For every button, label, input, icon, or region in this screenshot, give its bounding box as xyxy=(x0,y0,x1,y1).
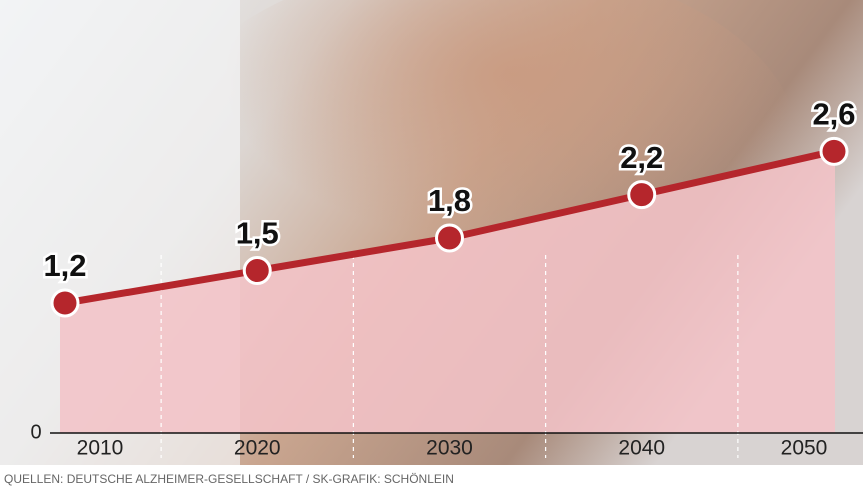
x-tick-label: 2040 xyxy=(618,437,665,460)
source: QUELLEN: DEUTSCHE ALZHEIMER-GESELLSCHAFT… xyxy=(4,472,454,486)
x-tick-label: 2050 xyxy=(781,437,828,460)
x-tick-label: 2020 xyxy=(234,437,281,460)
value-label: 1,2 xyxy=(43,248,86,283)
point xyxy=(629,182,655,208)
value-label: 1,8 xyxy=(428,183,471,218)
value-label: 2,2 xyxy=(620,140,663,175)
value-label: 1,5 xyxy=(236,216,279,251)
x-tick-label: 2030 xyxy=(426,437,473,460)
point xyxy=(52,290,78,316)
point xyxy=(821,138,847,164)
x-tick-label: 2010 xyxy=(77,437,124,460)
point xyxy=(437,225,463,251)
y-tick-label: 0 xyxy=(30,421,41,443)
chart: QUELLEN: DEUTSCHE ALZHEIMER-GESELLSCHAFT… xyxy=(0,0,863,492)
point xyxy=(244,258,270,284)
value-label: 2,6 xyxy=(812,97,855,132)
